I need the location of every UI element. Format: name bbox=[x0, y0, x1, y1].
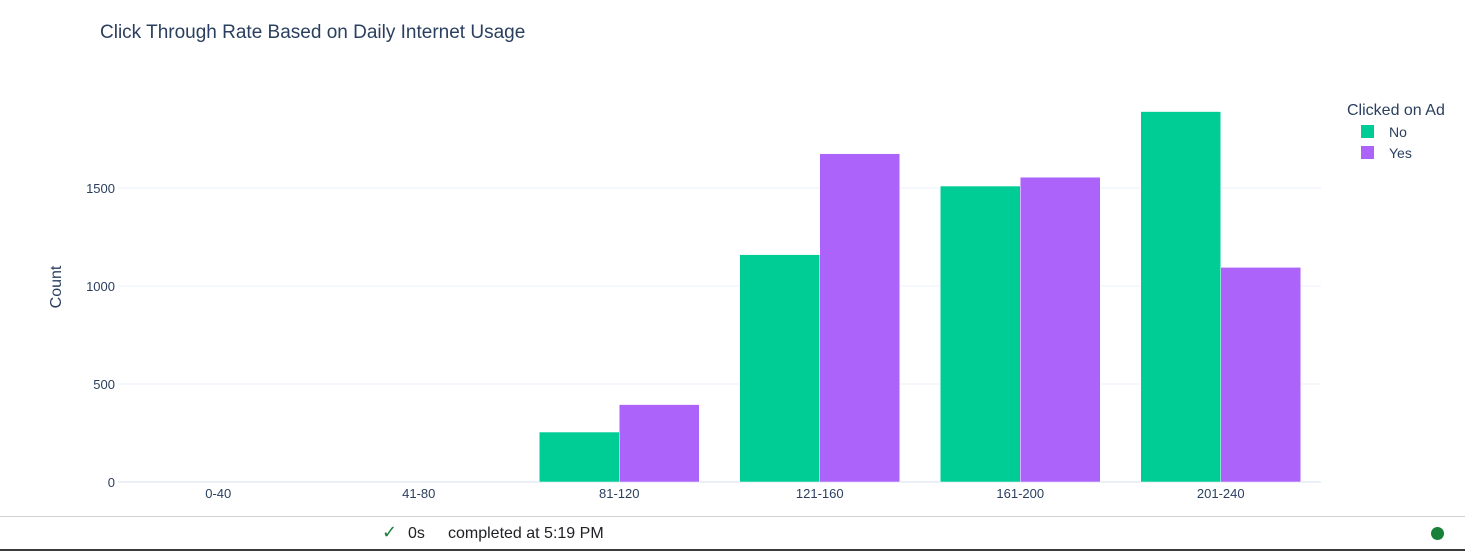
execution-status: completed at 5:19 PM bbox=[448, 525, 604, 542]
bar-yes-81-120[interactable] bbox=[619, 404, 700, 483]
legend-label: No bbox=[1389, 124, 1407, 140]
status-bar: ✓ 0s completed at 5:19 PM bbox=[0, 516, 1465, 551]
x-tick-label: 81-120 bbox=[599, 486, 639, 501]
grid bbox=[118, 187, 1321, 483]
x-tick-label: 161-200 bbox=[996, 486, 1044, 501]
bar-yes-201-240[interactable] bbox=[1220, 267, 1301, 483]
legend: Clicked on Ad No Yes bbox=[1347, 102, 1445, 161]
legend-title: Clicked on Ad bbox=[1347, 102, 1445, 119]
chart-title: Click Through Rate Based on Daily Intern… bbox=[100, 22, 525, 43]
bar-yes-121-160[interactable] bbox=[819, 153, 900, 483]
y-tick-label: 500 bbox=[93, 377, 115, 392]
bar-no-81-120[interactable] bbox=[539, 431, 620, 483]
legend-swatch bbox=[1361, 125, 1374, 138]
check-icon: ✓ bbox=[382, 522, 398, 543]
x-tick-label: 41-80 bbox=[402, 486, 435, 501]
legend-item-no[interactable]: No bbox=[1361, 124, 1407, 140]
bar-no-161-200[interactable] bbox=[940, 185, 1021, 483]
bars bbox=[539, 111, 1301, 483]
y-tick-label: 1500 bbox=[86, 181, 115, 196]
legend-item-yes[interactable]: Yes bbox=[1361, 145, 1412, 161]
bar-no-121-160[interactable] bbox=[739, 254, 820, 483]
connection-status-indicator[interactable] bbox=[1431, 527, 1444, 540]
y-tick-label: 1000 bbox=[86, 279, 115, 294]
bar-yes-161-200[interactable] bbox=[1020, 176, 1101, 483]
y-axis: 0 500 1000 1500 bbox=[86, 181, 115, 490]
execution-duration: 0s bbox=[408, 525, 425, 542]
y-tick-label: 0 bbox=[108, 475, 115, 490]
x-axis: 0-40 41-80 81-120 121-160 161-200 201-240 bbox=[205, 486, 1244, 501]
y-axis-title: Count bbox=[48, 265, 65, 308]
chart: Click Through Rate Based on Daily Intern… bbox=[48, 22, 1445, 501]
x-tick-label: 121-160 bbox=[796, 486, 844, 501]
bar-no-201-240[interactable] bbox=[1140, 111, 1221, 483]
x-tick-label: 0-40 bbox=[205, 486, 231, 501]
legend-swatch bbox=[1361, 146, 1374, 159]
x-tick-label: 201-240 bbox=[1197, 486, 1245, 501]
legend-label: Yes bbox=[1389, 145, 1412, 161]
